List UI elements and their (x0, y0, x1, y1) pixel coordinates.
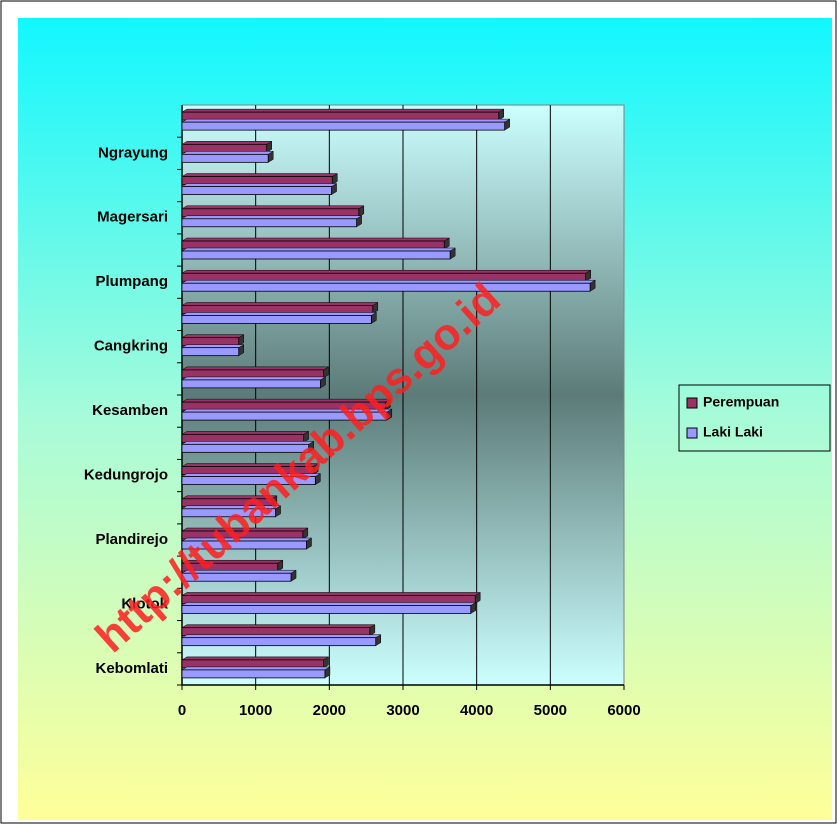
bar (181, 411, 388, 421)
bar-top (181, 592, 482, 596)
bar (181, 250, 451, 260)
bar-top (181, 666, 331, 671)
x-tick-label: 6000 (607, 702, 640, 719)
legend-swatch (686, 427, 698, 439)
bar (181, 186, 332, 195)
legend-swatch (686, 397, 698, 409)
bar-top (181, 344, 245, 348)
bar-top (181, 183, 338, 187)
bar (181, 315, 372, 324)
bar (181, 669, 326, 679)
bar-top (181, 151, 275, 155)
bar (181, 282, 591, 292)
y-tick-label: Kebomlati (95, 660, 168, 677)
y-tick-label: Kedungrojo (84, 467, 168, 484)
bar (181, 476, 316, 485)
x-tick-label: 2000 (313, 702, 346, 719)
bar-top (181, 334, 245, 338)
legend-box (678, 384, 831, 452)
bar-top (181, 141, 273, 145)
y-tick-label: Kesamben (92, 402, 168, 419)
x-tick-label: 0 (178, 702, 186, 719)
legend-label: Laki Laki (703, 424, 763, 440)
bar-top (181, 237, 451, 242)
x-tick-label: 3000 (386, 702, 419, 719)
bar-top (181, 431, 310, 435)
bar (181, 218, 357, 228)
bar-top (181, 173, 339, 177)
bar-top (181, 312, 378, 316)
bar-top (181, 108, 505, 113)
bar-top (181, 656, 330, 661)
x-tick-label: 4000 (460, 702, 493, 719)
bar-top (181, 302, 379, 306)
x-tick-label: 1000 (239, 702, 272, 719)
bar (181, 121, 506, 131)
bar-top (181, 624, 376, 628)
bar-top (181, 376, 327, 381)
bar-top (181, 205, 365, 210)
bar (181, 153, 269, 163)
bar-top (181, 279, 597, 284)
bar-top (181, 602, 477, 606)
y-tick-label: Plumpang (95, 273, 168, 290)
bar (181, 637, 377, 647)
y-tick-label: Magersari (97, 209, 168, 226)
bar (181, 540, 307, 550)
x-tick-label: 5000 (534, 702, 567, 719)
bar (181, 605, 472, 614)
bar (181, 572, 292, 582)
y-tick-label: Plandirejo (95, 531, 168, 548)
bar (181, 443, 310, 453)
bar-top (181, 247, 457, 252)
y-tick-label: Ngrayung (98, 144, 168, 161)
bar-top (181, 118, 511, 123)
legend-label: Perempuan (703, 394, 779, 410)
bar (181, 347, 240, 357)
y-tick-label: Klotok (121, 595, 168, 612)
bar-top (181, 215, 363, 220)
bar-top (181, 366, 330, 371)
y-tick-label: Cangkring (94, 338, 168, 355)
bar-top (181, 269, 592, 274)
bar-top (181, 634, 382, 638)
bar (181, 508, 276, 518)
bar (181, 379, 321, 389)
